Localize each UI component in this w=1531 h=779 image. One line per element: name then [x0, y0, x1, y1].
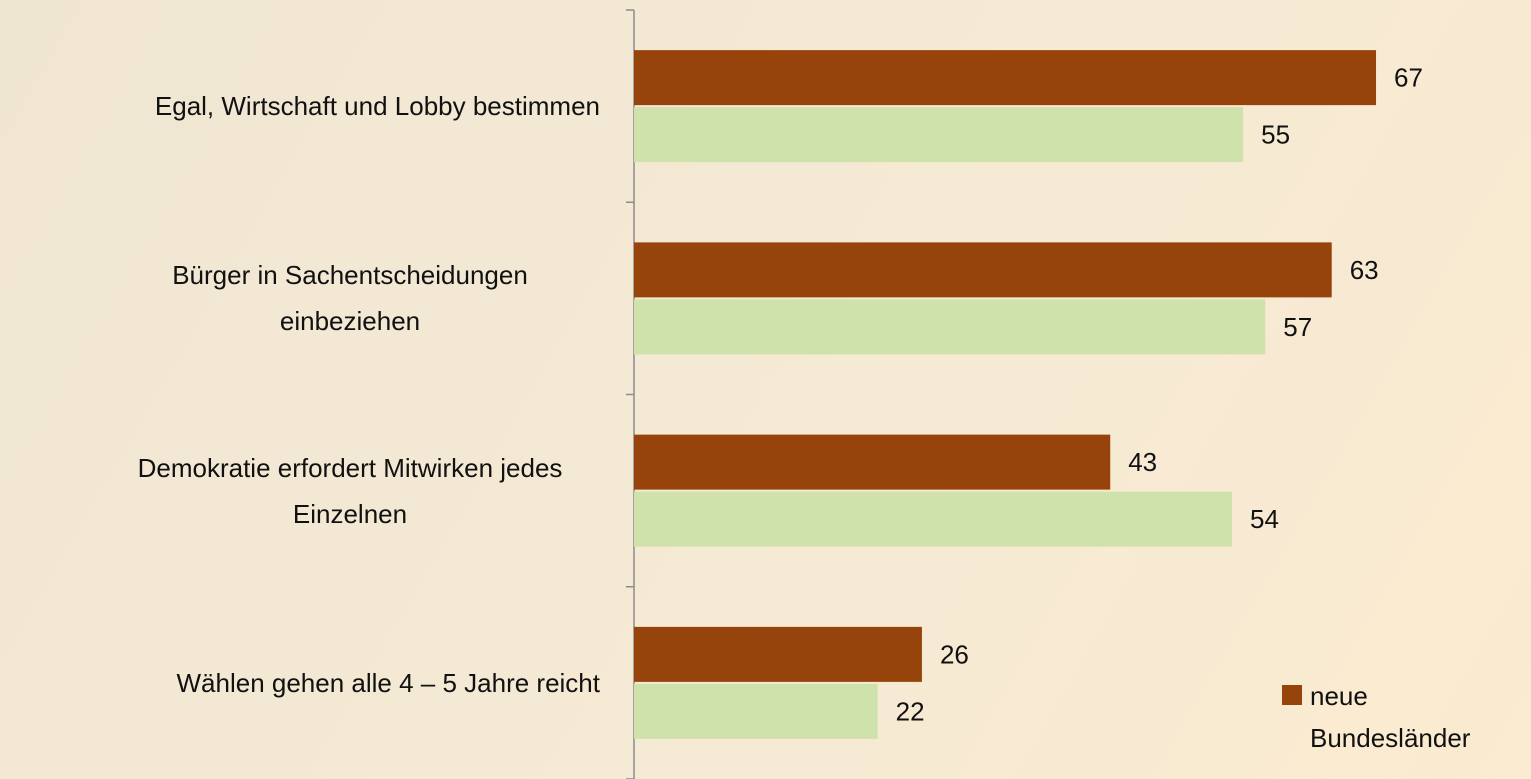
bar	[634, 242, 1332, 298]
y-tick-text: Demokratie erfordert Mitwirken jedes Ein…	[137, 452, 563, 529]
y-tick-label: Wählen gehen alle 4 – 5 Jahre reicht	[0, 660, 601, 706]
y-tick-label: Egal, Wirtschaft und Lobby bestimmen	[0, 83, 600, 129]
data-label: 43	[1128, 447, 1157, 477]
data-label: 22	[896, 696, 925, 726]
bar	[634, 299, 1266, 355]
bar	[634, 683, 878, 739]
y-tick-label: Bürger in Sachentscheidungen einbeziehen	[0, 252, 600, 344]
y-tick-label: Demokratie erfordert Mitwirken jedes Ein…	[0, 445, 600, 537]
data-label: 55	[1261, 120, 1290, 150]
y-tick-text: Egal, Wirtschaft und Lobby bestimmen	[154, 91, 600, 122]
bar	[634, 434, 1111, 490]
data-label: 26	[940, 639, 969, 669]
data-label: 67	[1394, 63, 1423, 93]
legend-label: neue Bundesländer	[1310, 681, 1471, 753]
bar	[634, 626, 922, 682]
bar	[634, 491, 1233, 547]
legend: neue Bundesländer	[1282, 675, 1522, 759]
data-label: 57	[1283, 312, 1312, 342]
data-label: 54	[1250, 504, 1279, 534]
bar	[634, 107, 1244, 163]
y-tick-text: Wählen gehen alle 4 – 5 Jahre reicht	[176, 667, 601, 698]
bar	[634, 50, 1377, 106]
legend-swatch	[1282, 685, 1302, 705]
y-tick-text: Bürger in Sachentscheidungen einbeziehen	[172, 260, 528, 337]
data-label: 63	[1350, 255, 1379, 285]
